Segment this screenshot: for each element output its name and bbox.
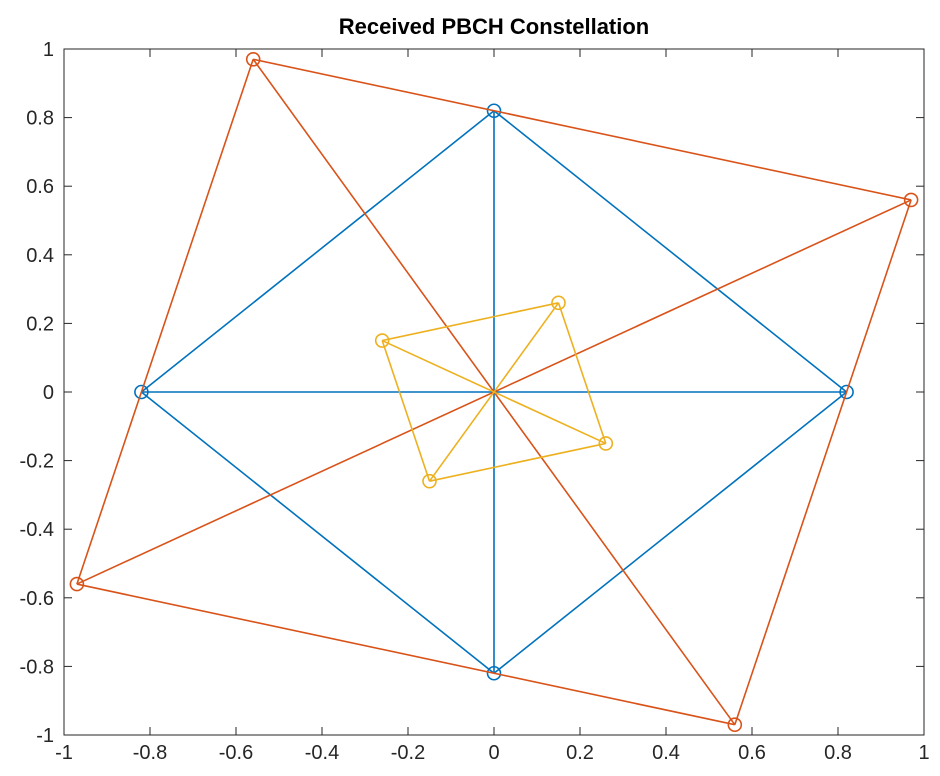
series-2-point [245, 51, 261, 67]
series-2-line [76, 583, 735, 726]
x-tick-label: -0.4 [305, 742, 339, 764]
y-tick-label: 0.8 [26, 108, 54, 130]
x-tick-label: 0.6 [738, 742, 766, 764]
y-tick-label: -1 [36, 725, 54, 747]
y-tick-label: 0.2 [26, 313, 54, 335]
x-tick-label: -0.8 [133, 742, 167, 764]
y-tick-label: 0.6 [26, 176, 54, 198]
series-3-line [381, 340, 431, 482]
series-1-point [486, 665, 502, 681]
x-tick-label: -0.6 [219, 742, 253, 764]
series-3-line [557, 302, 607, 444]
y-tick-label: -0.4 [20, 519, 54, 541]
y-tick-label: -0.2 [20, 451, 54, 473]
series-1-line [493, 391, 848, 674]
series-3-point [551, 295, 566, 311]
x-tick-label: 0.2 [566, 742, 594, 764]
series-2-line [253, 58, 912, 201]
x-tick-label: -0.2 [391, 742, 425, 764]
series-2-line [734, 199, 912, 725]
chart-title: Received PBCH Constellation [339, 14, 650, 39]
series-3-line [382, 302, 559, 342]
series-2-line [76, 59, 254, 585]
x-tick-label: 0 [488, 742, 499, 764]
x-axis: -1 -0.8 -0.6 -0.4 -0.2 0 0.2 0.4 0.6 0.8 1 [55, 49, 930, 764]
series-2-point [903, 192, 919, 208]
series-3-point [422, 473, 437, 489]
series-2-point [69, 576, 85, 592]
series-2 [69, 51, 919, 733]
series-3-line [429, 442, 606, 482]
series-1-point [134, 384, 149, 400]
x-tick-label: -1 [55, 742, 73, 764]
series-layer [69, 51, 919, 733]
y-axis: -1 -0.8 -0.6 -0.4 -0.2 0 0.2 0.4 0.6 0.8 1 [20, 39, 924, 747]
series-3-point [374, 333, 390, 348]
y-tick-label: 0 [43, 382, 54, 404]
series-3-point [598, 436, 614, 451]
series-1-line [140, 110, 495, 393]
series-3-line [381, 339, 607, 445]
y-tick-label: 1 [43, 39, 54, 61]
y-tick-label: -0.6 [20, 588, 54, 610]
y-tick-label: 0.4 [26, 245, 54, 267]
x-tick-label: 0.4 [652, 742, 680, 764]
series-1-point [486, 103, 502, 119]
y-tick-label: -0.8 [20, 656, 54, 678]
x-tick-label: 0.8 [824, 742, 852, 764]
series-1-line [140, 391, 495, 674]
series-2-point [727, 717, 743, 733]
series-1-line [493, 110, 848, 393]
x-tick-label: 1 [918, 742, 929, 764]
series-1-point [839, 384, 854, 400]
series-3 [374, 295, 614, 489]
